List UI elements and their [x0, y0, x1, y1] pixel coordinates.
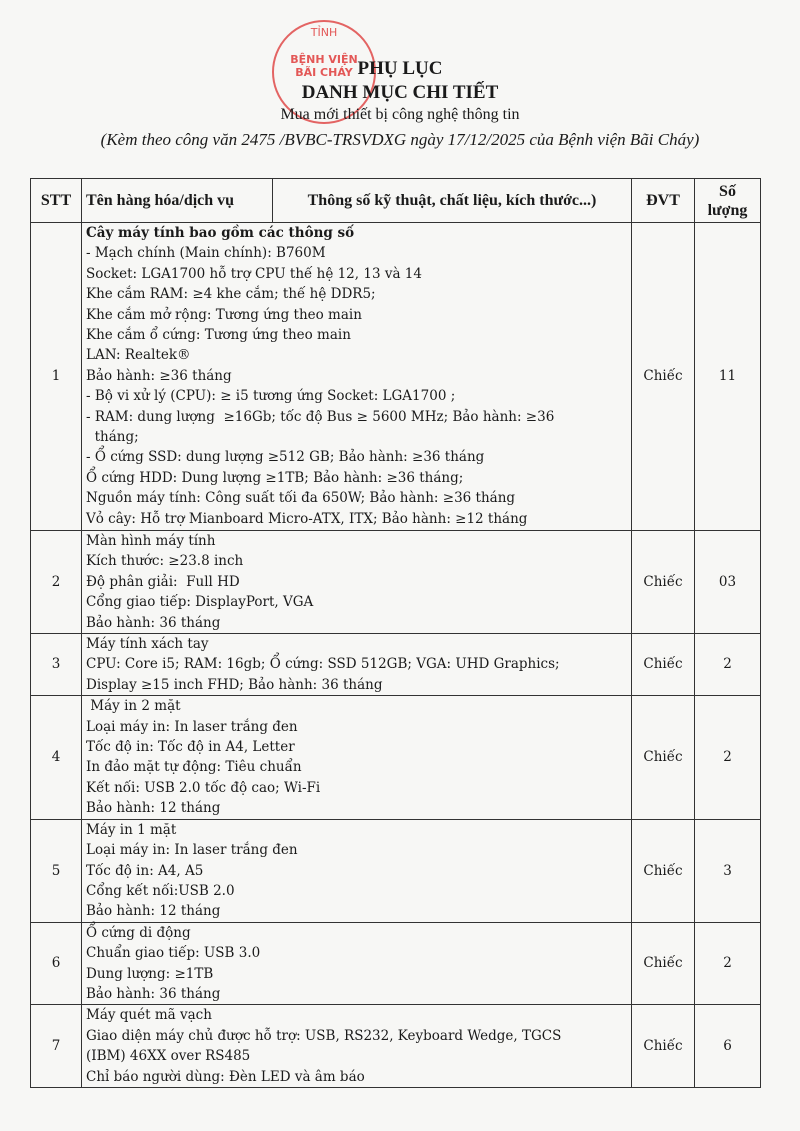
qty-cell: 2 — [694, 695, 761, 820]
description-line: Chuẩn giao tiếp: USB 3.0 — [86, 945, 261, 962]
stt-cell: 2 — [30, 529, 82, 635]
description-cell: Máy in 1 mặt Loại máy in: In laser trắng … — [81, 818, 632, 923]
description-line: Tốc độ in: Tốc độ in A4, Letter — [86, 739, 295, 756]
purpose: Mua mới thiết bị công nghệ thông tin — [280, 106, 520, 123]
description-line: Bảo hành: ≥36 tháng — [86, 367, 232, 384]
stt-cell: 3 — [30, 633, 82, 697]
description-line: Màn hình máy tính — [86, 533, 216, 549]
description-cell: Máy tính xách tay CPU: Core i5; RAM: 16gb… — [81, 633, 632, 697]
col-header: Tên hàng hóa/dịch vụ — [81, 178, 273, 223]
description-line: Chỉ báo người dùng: Đèn LED và âm báo — [86, 1068, 365, 1085]
qty-cell: 3 — [694, 818, 761, 923]
qty-cell: 11 — [694, 222, 761, 531]
description-line: Display ≥15 inch FHD; Bảo hành: 36 tháng — [86, 676, 383, 693]
description-line: Khe cắm ổ cứng: Tương ứng theo main — [86, 327, 351, 344]
description-line: Cây máy tính bao gồm các thông số — [86, 225, 355, 241]
stamp-name: BỆNH VIỆN — [290, 53, 358, 66]
description-line: Kích thước: ≥23.8 inch — [86, 553, 244, 570]
description-line: - Mạch chính (Main chính): B760M — [86, 245, 326, 262]
description-cell: Ổ cứng di động Chuẩn giao tiếp: USB 3.0 Du… — [81, 921, 632, 1006]
description-line: Loại máy in: In laser trắng đen — [86, 718, 298, 735]
unit-cell: Chiếc — [631, 1004, 695, 1089]
description-line: Nguồn máy tính: Công suất tối đa 650W; B… — [86, 490, 516, 507]
description-line: LAN: Realtek® — [86, 347, 191, 364]
stamp: TỈNH BỆNH VIỆN BÃI CHÁY — [272, 20, 376, 124]
qty-cell: 03 — [694, 529, 761, 635]
description-line: Ổ cứng HDD: Dung lượng ≥1TB; Bảo hành: ≥… — [86, 469, 464, 486]
description-cell: Cây máy tính bao gồm các thông số - Mạch … — [81, 222, 632, 531]
stamp-top: TỈNH — [310, 26, 338, 39]
item-row: 2 Màn hình máy tính Kích thước: ≥23.8 inch… — [30, 529, 761, 635]
qty-cell: 2 — [694, 921, 761, 1006]
items-table: STT Tên hàng hóa/dịch vụ Thông số kỹ thu… — [30, 178, 761, 1089]
subtitle: DANH MỤC CHI TIẾT — [301, 82, 499, 103]
item-row: 5 Máy in 1 mặt Loại máy in: In laser trắng… — [30, 818, 761, 923]
description-line: Ổ cứng di động — [86, 924, 191, 941]
description-line: Máy quét mã vạch — [86, 1007, 212, 1024]
description-cell: Máy quét mã vạch Giao diện máy chủ được h… — [81, 1004, 632, 1089]
unit-cell: Chiếc — [631, 633, 695, 697]
stt-cell: 1 — [30, 222, 82, 531]
col-header: Thông số kỹ thuật, chất liệu, kích thước… — [272, 178, 632, 223]
description-line: Khe cắm RAM: ≥4 khe cắm; thế hệ DDR5; — [86, 286, 376, 303]
description-line: Kết nối: USB 2.0 tốc độ cao; Wi-Fi — [86, 779, 321, 796]
stt-cell: 6 — [30, 921, 82, 1006]
title: PHỤ LỤC — [357, 58, 443, 79]
description-line: (IBM) 46XX over RS485 — [86, 1048, 251, 1065]
unit-cell: Chiếc — [631, 529, 695, 635]
description-line: - RAM: dung lượng ≥16Gb; tốc độ Bus ≥ 56… — [86, 408, 555, 425]
description-line: Máy in 1 mặt — [86, 821, 177, 838]
description-cell: Máy in 2 mặt Loại máy in: In laser trắng … — [81, 695, 632, 820]
item-row: 7 Máy quét mã vạch Giao diện máy chủ được … — [30, 1004, 761, 1089]
description-line: Bảo hành: 36 tháng — [86, 614, 221, 631]
description-line: Vỏ cây: Hỗ trợ Mianboard Micro-ATX, ITX;… — [86, 510, 528, 527]
description-line: Socket: LGA1700 hỗ trợ CPU thế hệ 12, 13… — [86, 265, 422, 282]
item-row: 4 Máy in 2 mặt Loại máy in: In laser trắn… — [30, 695, 761, 820]
description-line: Bảo hành: 36 tháng — [86, 985, 221, 1002]
qty-cell: 6 — [694, 1004, 761, 1089]
qty-cell: 2 — [694, 633, 761, 697]
item-row: 3 Máy tính xách tay CPU: Core i5; RAM: 16g… — [30, 633, 761, 697]
description-line: tháng; — [86, 429, 139, 446]
col-header: ĐVT — [631, 178, 695, 223]
col-header: STT — [30, 178, 82, 223]
description-line: - Bộ vi xử lý (CPU): ≥ i5 tương ứng Sock… — [86, 388, 456, 405]
header-row: STT Tên hàng hóa/dịch vụ Thông số kỹ thu… — [30, 178, 761, 223]
description-line: Máy tính xách tay — [86, 636, 209, 653]
item-row: 1 Cây máy tính bao gồm các thông số - Mạch… — [30, 222, 761, 531]
description-line: - Ổ cứng SSD: dung lượng ≥512 GB; Bảo hà… — [86, 449, 485, 466]
description-line: Cổng giao tiếp: DisplayPort, VGA — [86, 594, 314, 611]
description-line: Máy in 2 mặt — [86, 698, 181, 715]
unit-cell: Chiếc — [631, 222, 695, 531]
description-line: Khe cắm mở rộng: Tương ứng theo main — [86, 306, 362, 323]
description-line: Bảo hành: 12 tháng — [86, 800, 221, 817]
unit-cell: Chiếc — [631, 818, 695, 923]
description-line: Cổng kết nối:USB 2.0 — [86, 882, 235, 899]
description-line: Độ phân giải: Full HD — [86, 573, 240, 590]
col-header: Số lượng — [694, 178, 761, 223]
stt-cell: 4 — [30, 695, 82, 820]
reference: (Kèm theo công văn 2475 /BVBC-TRSVDXG ng… — [100, 130, 700, 149]
stt-cell: 5 — [30, 818, 82, 923]
unit-cell: Chiếc — [631, 921, 695, 1006]
description-line: CPU: Core i5; RAM: 16gb; Ổ cứng: SSD 512… — [86, 656, 560, 673]
description-line: Giao diện máy chủ được hỗ trợ: USB, RS23… — [86, 1027, 562, 1044]
description-line: Bảo hành: 12 tháng — [86, 903, 221, 920]
description-line: Loại máy in: In laser trắng đen — [86, 842, 298, 859]
description-line: Dung lượng: ≥1TB — [86, 965, 214, 982]
description-line: In đảo mặt tự động: Tiêu chuẩn — [86, 759, 302, 776]
stt-cell: 7 — [30, 1004, 82, 1089]
unit-cell: Chiếc — [631, 695, 695, 820]
description-line: Tốc độ in: A4, A5 — [86, 862, 204, 879]
stamp-place: BÃI CHÁY — [295, 66, 353, 79]
description-cell: Màn hình máy tính Kích thước: ≥23.8 inch Đ… — [81, 529, 632, 635]
